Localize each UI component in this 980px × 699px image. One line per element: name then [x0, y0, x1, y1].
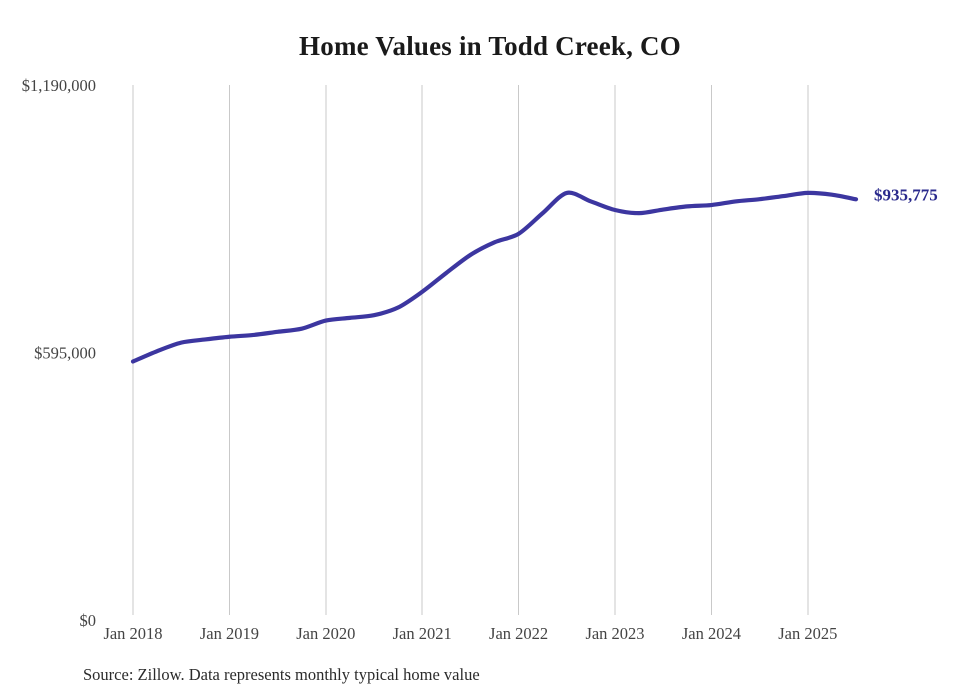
x-axis-tick-label: Jan 2024	[682, 624, 741, 643]
x-axis-tick-label: Jan 2021	[393, 624, 452, 643]
y-axis-tick-label: $595,000	[34, 344, 96, 363]
x-axis-tick-label: Jan 2018	[103, 624, 162, 643]
end-value-label: $935,775	[874, 185, 938, 204]
x-axis-tick-label: Jan 2022	[489, 624, 548, 643]
series-line-typical-home-value	[130, 190, 859, 364]
y-axis-tick-label: $1,190,000	[22, 76, 96, 95]
y-axis-labels: $0 $595,000 $1,190,000	[22, 76, 96, 630]
gridline-group	[132, 85, 809, 615]
x-axis-tick-label: Jan 2023	[585, 624, 644, 643]
x-axis-tick-label: Jan 2019	[200, 624, 259, 643]
y-axis-tick-label: $0	[80, 611, 97, 630]
page-title: Home Values in Todd Creek, CO	[299, 31, 681, 61]
x-axis-labels: Jan 2018 Jan 2019 Jan 2020 Jan 2021 Jan 2022…	[103, 624, 837, 643]
x-axis-tick-label: Jan 2020	[296, 624, 355, 643]
source-note: Source: Zillow. Data represents monthly …	[83, 665, 480, 684]
x-axis-tick-label: Jan 2025	[778, 624, 837, 643]
